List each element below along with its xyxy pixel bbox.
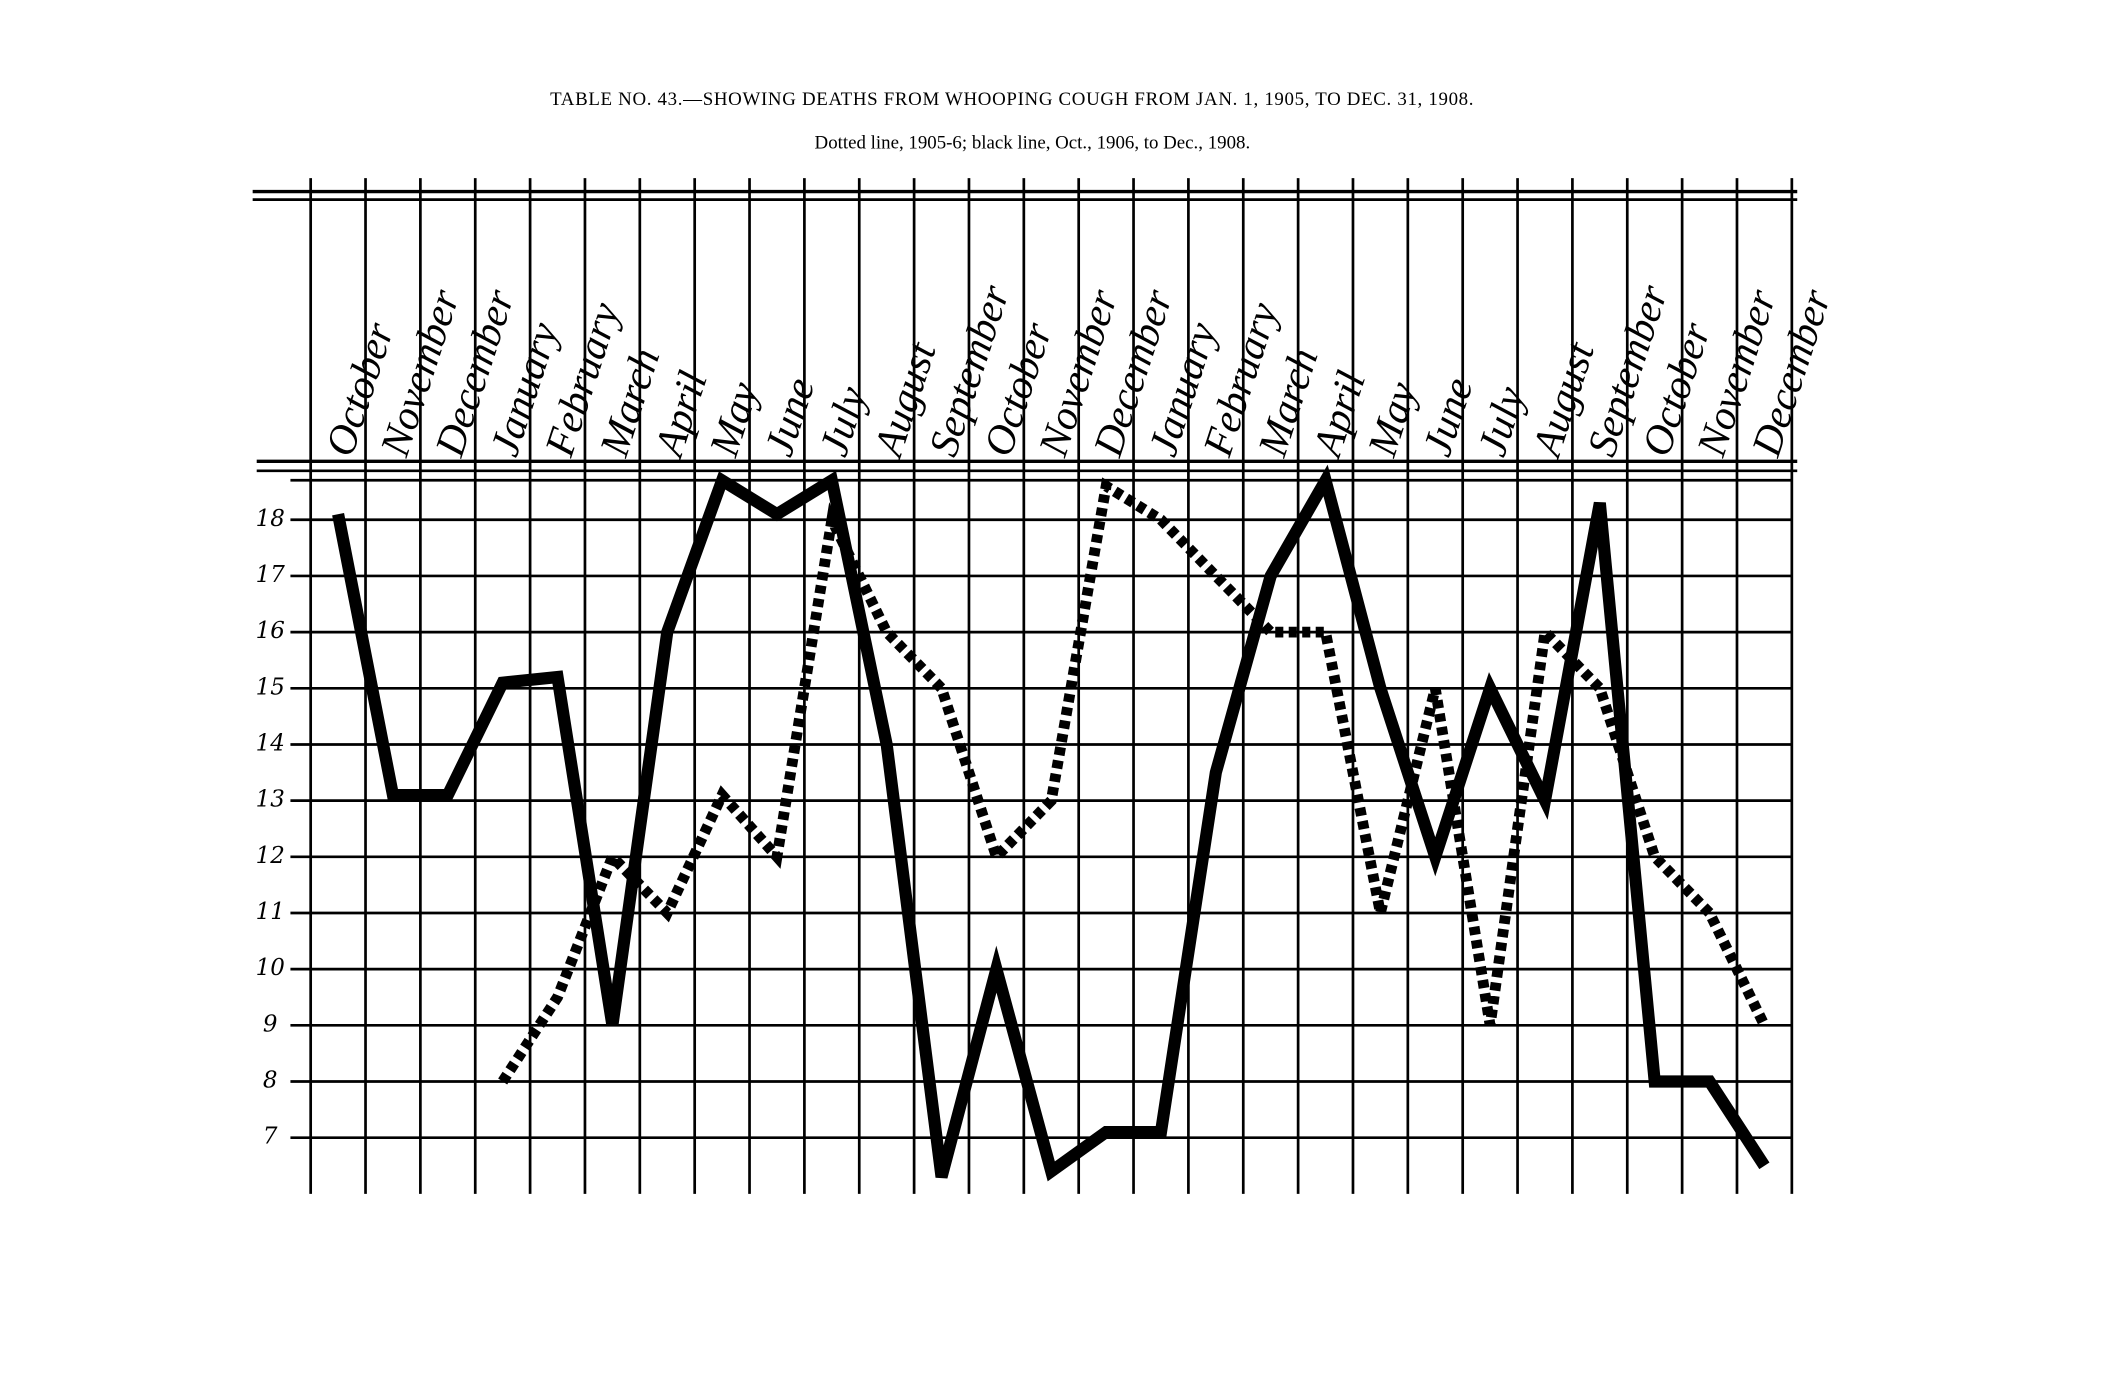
y-tick-label: 18	[256, 506, 285, 532]
y-tick-label: 7	[263, 1124, 278, 1150]
y-tick-label: 16	[256, 618, 285, 644]
data-line	[498, 477, 1770, 1085]
y-tick-label: 8	[263, 1067, 278, 1093]
y-tick-label: 15	[256, 674, 285, 700]
y-tick-label: 13	[256, 787, 285, 813]
y-tick-label: 12	[256, 843, 285, 869]
y-tick-label: 10	[256, 955, 285, 981]
chart-title: TABLE NO. 43.—SHOWING DEATHS FROM WHOOPI…	[550, 89, 1474, 110]
y-tick-label: 17	[256, 562, 286, 588]
chart-subtitle: Dotted line, 1905-6; black line, Oct., 1…	[815, 132, 1251, 153]
y-tick-label: 11	[256, 899, 285, 925]
y-tick-label: 14	[256, 730, 285, 756]
y-tick-label: 9	[263, 1011, 278, 1037]
